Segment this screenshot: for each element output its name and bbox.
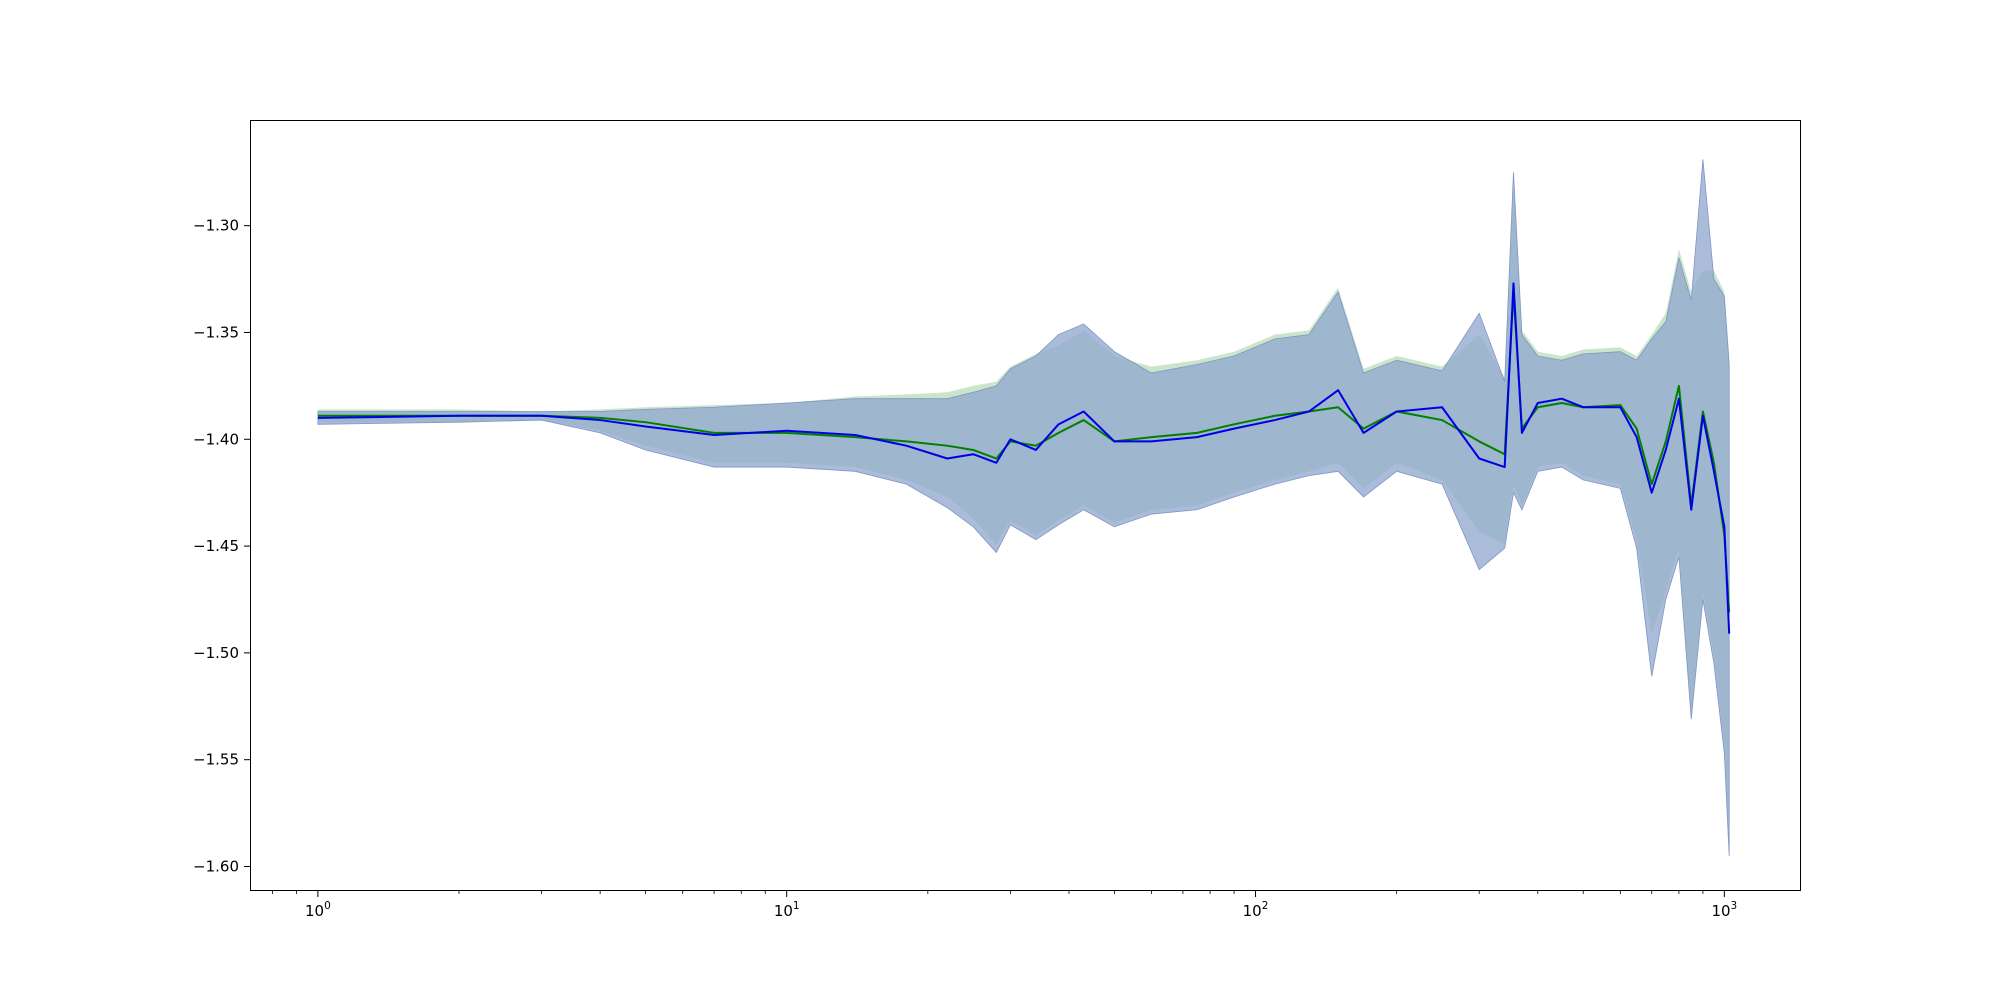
x-tick-label: 101 — [774, 900, 800, 920]
confidence-bands — [317, 159, 1730, 856]
y-tick-label: −1.35 — [193, 323, 239, 341]
y-tick-label: −1.40 — [193, 430, 239, 448]
series-lines — [317, 282, 1731, 634]
x-axis: 100 101 102 103 — [272, 890, 1737, 920]
y-tick-label: −1.30 — [193, 217, 239, 235]
y-tick-label: −1.50 — [193, 644, 239, 662]
x-tick-label: 100 — [305, 900, 331, 920]
y-tick-label: −1.60 — [193, 858, 239, 876]
y-axis: −1.30 −1.35 −1.40 −1.45 −1.50 −1.55 −1.60 — [193, 217, 251, 876]
plot-frame — [250, 120, 1801, 891]
y-tick-label: −1.55 — [193, 751, 239, 769]
series-line-2 — [317, 282, 1731, 634]
x-tick-label: 103 — [1711, 900, 1737, 920]
confidence-band-2 — [317, 159, 1730, 856]
y-tick-label: −1.45 — [193, 537, 239, 555]
x-tick-label: 102 — [1243, 900, 1269, 920]
